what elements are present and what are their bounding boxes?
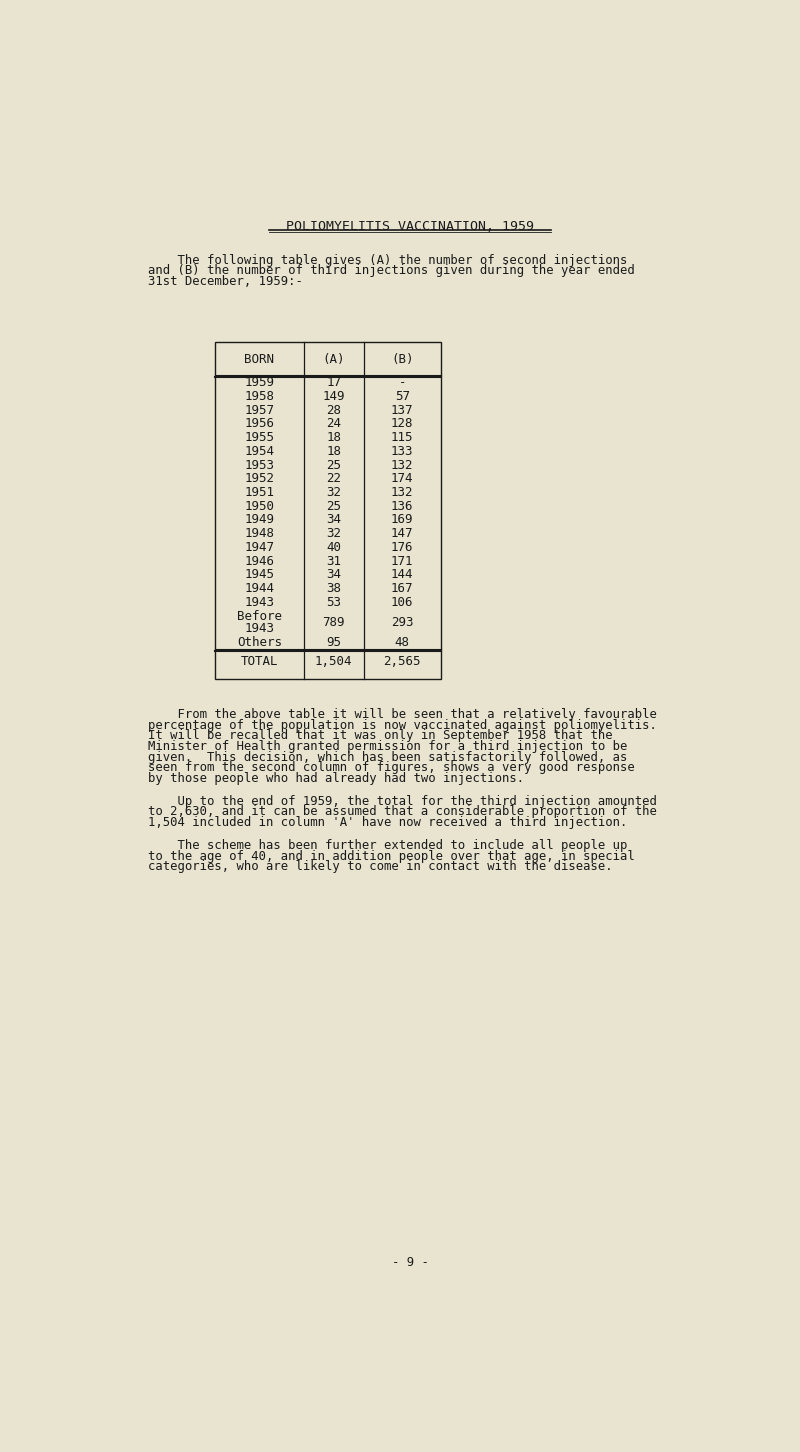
Text: percentage of the population is now vaccinated against poliomyelitis.: percentage of the population is now vacc… — [148, 719, 657, 732]
Text: 57: 57 — [394, 391, 410, 404]
Text: 24: 24 — [326, 418, 341, 430]
Text: 1952: 1952 — [244, 472, 274, 485]
Text: 1948: 1948 — [244, 527, 274, 540]
Text: Up to the end of 1959, the total for the third injection amounted: Up to the end of 1959, the total for the… — [148, 794, 657, 807]
Text: 1943: 1943 — [244, 621, 274, 635]
Text: 1951: 1951 — [244, 486, 274, 499]
Text: 25: 25 — [326, 499, 341, 513]
Text: 115: 115 — [391, 431, 414, 444]
Text: given.  This decision, which has been satisfactorily followed, as: given. This decision, which has been sat… — [148, 751, 627, 764]
Text: 293: 293 — [391, 616, 414, 629]
Text: -: - — [398, 376, 406, 389]
Text: Minister of Health granted permission for a third injection to be: Minister of Health granted permission fo… — [148, 741, 627, 754]
Text: 1944: 1944 — [244, 582, 274, 595]
Text: 132: 132 — [391, 459, 414, 472]
Text: 167: 167 — [391, 582, 414, 595]
Text: 789: 789 — [322, 616, 345, 629]
Text: 1945: 1945 — [244, 568, 274, 581]
Text: Before: Before — [237, 610, 282, 623]
Text: 1954: 1954 — [244, 444, 274, 457]
Text: 106: 106 — [391, 595, 414, 608]
Text: 18: 18 — [326, 444, 341, 457]
Text: 144: 144 — [391, 568, 414, 581]
Text: 38: 38 — [326, 582, 341, 595]
Text: - 9 -: - 9 - — [391, 1256, 429, 1269]
Text: 1955: 1955 — [244, 431, 274, 444]
Text: 1946: 1946 — [244, 555, 274, 568]
Text: 22: 22 — [326, 472, 341, 485]
Text: 53: 53 — [326, 595, 341, 608]
Text: seen from the second column of figures, shows a very good response: seen from the second column of figures, … — [148, 761, 635, 774]
Text: 133: 133 — [391, 444, 414, 457]
Text: 1959: 1959 — [244, 376, 274, 389]
Text: POLIOMYELITIS VACCINATION, 1959: POLIOMYELITIS VACCINATION, 1959 — [286, 221, 534, 234]
Text: (A): (A) — [322, 353, 345, 366]
Text: 17: 17 — [326, 376, 341, 389]
Text: 174: 174 — [391, 472, 414, 485]
Text: 95: 95 — [326, 636, 341, 649]
Text: From the above table it will be seen that a relatively favourable: From the above table it will be seen tha… — [148, 709, 657, 722]
Text: TOTAL: TOTAL — [241, 655, 278, 668]
Text: 32: 32 — [326, 486, 341, 499]
Text: 132: 132 — [391, 486, 414, 499]
Text: 136: 136 — [391, 499, 414, 513]
Text: BORN: BORN — [244, 353, 274, 366]
Text: to the age of 40, and in addition people over that age, in special: to the age of 40, and in addition people… — [148, 849, 635, 862]
Text: 1947: 1947 — [244, 540, 274, 553]
Text: 34: 34 — [326, 514, 341, 527]
Text: 31: 31 — [326, 555, 341, 568]
Text: and (B) the number of third injections given during the year ended: and (B) the number of third injections g… — [148, 264, 635, 277]
Text: 1953: 1953 — [244, 459, 274, 472]
Text: 18: 18 — [326, 431, 341, 444]
Text: 171: 171 — [391, 555, 414, 568]
Text: 28: 28 — [326, 404, 341, 417]
Text: 176: 176 — [391, 540, 414, 553]
Text: 169: 169 — [391, 514, 414, 527]
Text: Others: Others — [237, 636, 282, 649]
Text: 1,504 included in column 'A' have now received a third injection.: 1,504 included in column 'A' have now re… — [148, 816, 627, 829]
Bar — [214, 343, 441, 680]
Text: 1958: 1958 — [244, 391, 274, 404]
Text: The scheme has been further extended to include all people up: The scheme has been further extended to … — [148, 839, 627, 852]
Text: categories, who are likely to come in contact with the disease.: categories, who are likely to come in co… — [148, 860, 613, 873]
Text: by those people who had already had two injections.: by those people who had already had two … — [148, 772, 524, 786]
Text: 34: 34 — [326, 568, 341, 581]
Text: 1949: 1949 — [244, 514, 274, 527]
Text: 128: 128 — [391, 418, 414, 430]
Text: 137: 137 — [391, 404, 414, 417]
Text: The following table gives (A) the number of second injections: The following table gives (A) the number… — [148, 254, 627, 267]
Text: 48: 48 — [394, 636, 410, 649]
Text: 40: 40 — [326, 540, 341, 553]
Text: 149: 149 — [322, 391, 345, 404]
Text: 25: 25 — [326, 459, 341, 472]
Text: 1943: 1943 — [244, 595, 274, 608]
Text: (B): (B) — [391, 353, 414, 366]
Text: It will be recalled that it was only in September 1958 that the: It will be recalled that it was only in … — [148, 729, 613, 742]
Text: 1950: 1950 — [244, 499, 274, 513]
Text: to 2,630, and it can be assumed that a considerable proportion of the: to 2,630, and it can be assumed that a c… — [148, 806, 657, 819]
Text: 1956: 1956 — [244, 418, 274, 430]
Text: 2,565: 2,565 — [383, 655, 421, 668]
Text: 1,504: 1,504 — [315, 655, 353, 668]
Text: 147: 147 — [391, 527, 414, 540]
Text: 31st December, 1959:-: 31st December, 1959:- — [148, 274, 303, 287]
Text: 32: 32 — [326, 527, 341, 540]
Text: 1957: 1957 — [244, 404, 274, 417]
